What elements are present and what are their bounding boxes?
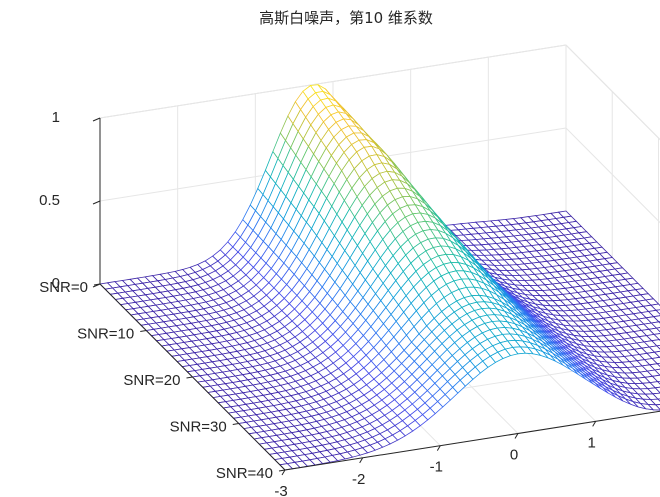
z-tick	[92, 283, 101, 288]
surface-cell	[650, 303, 660, 311]
surface-cell	[649, 398, 660, 406]
y-tick	[232, 423, 239, 425]
x-tick-label: 0	[510, 447, 518, 464]
x-tick	[436, 445, 441, 451]
surface-cell	[654, 386, 660, 394]
surface-cell	[656, 380, 660, 385]
surface-mesh	[99, 84, 660, 471]
z-tick	[92, 117, 101, 122]
y-axis-ticks: SNR=0 SNR=10 SNR=20 SNR=30 SNR=40	[39, 279, 286, 482]
x-tick-label: -3	[274, 483, 287, 497]
y-tick-label: SNR=30	[170, 419, 227, 436]
surface-cell	[646, 387, 660, 395]
surface-cell	[654, 404, 660, 410]
surface-cell	[652, 392, 660, 400]
x-tick	[359, 457, 364, 464]
y-tick-label: SNR=20	[123, 372, 180, 389]
surface-cell	[653, 333, 660, 341]
surface-cell	[647, 404, 660, 411]
surface-cell	[648, 345, 660, 353]
surface-cell	[656, 344, 660, 350]
z-axis-ticks: 00.51	[39, 109, 101, 292]
grid-line	[565, 127, 660, 224]
surface-cell	[650, 321, 660, 329]
z-tick-label: 0	[52, 275, 60, 292]
x-tick	[592, 421, 597, 427]
surface-cell	[648, 327, 660, 335]
surface-cell	[648, 363, 660, 371]
z-tick-label: 1	[52, 109, 60, 126]
chart-title: 高斯白噪声，第10 维系数	[259, 9, 433, 27]
y-tick	[186, 376, 193, 379]
y-tick	[140, 330, 147, 332]
y-tick-label: SNR=0	[39, 279, 88, 296]
x-tick-label: -1	[430, 459, 443, 476]
surface-cell	[650, 339, 660, 347]
z-tick	[92, 200, 101, 205]
x-tick	[281, 469, 286, 476]
y-tick	[278, 469, 286, 472]
surface-cell	[651, 356, 660, 365]
x-tick-label: 1	[587, 434, 595, 451]
x-tick	[514, 433, 519, 439]
x-axis-ticks: -3-2-10123	[274, 421, 597, 497]
z-tick-label: 0.5	[39, 192, 60, 209]
x-tick-label: -2	[352, 471, 365, 488]
surface-cell	[652, 315, 660, 323]
surface-cell	[646, 369, 660, 377]
surface-cell	[649, 381, 660, 389]
grid-line	[565, 44, 660, 141]
y-tick-label: SNR=10	[77, 326, 134, 343]
surface-cell	[651, 374, 660, 383]
y-tick-label: SNR=40	[216, 465, 273, 482]
grid-line	[99, 44, 567, 119]
surface-cell	[656, 362, 660, 367]
